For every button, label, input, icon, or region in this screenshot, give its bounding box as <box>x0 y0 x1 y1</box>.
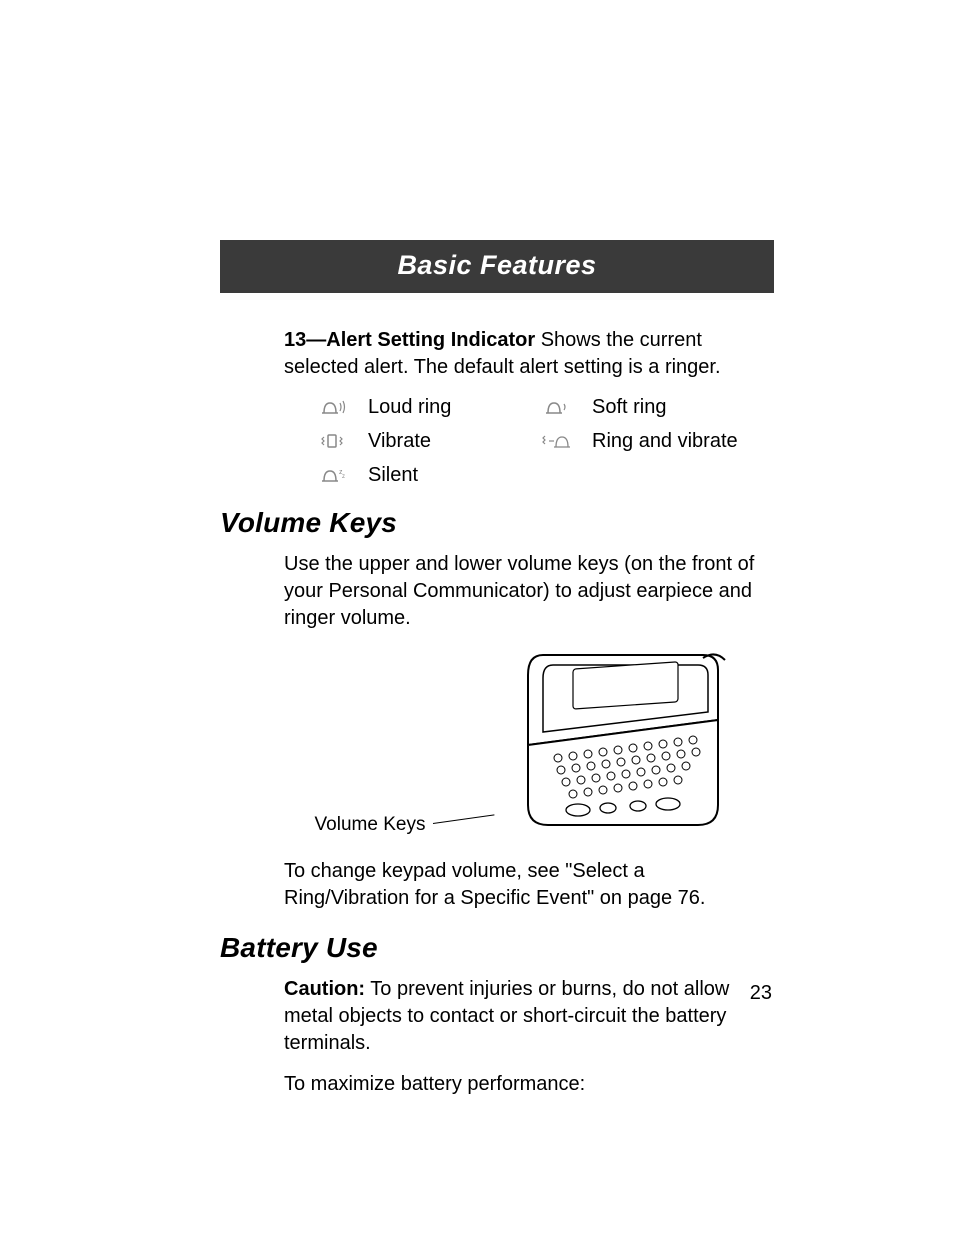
figure-caption-text: Volume Keys <box>315 814 426 836</box>
device-illustration-icon <box>503 650 733 840</box>
volume-keys-para: Use the upper and lower volume keys (on … <box>284 551 764 632</box>
volume-keys-para2: To change keypad volume, see "Select a R… <box>284 858 764 912</box>
page-number: 23 <box>750 982 772 1005</box>
battery-caution-para: Caution: To prevent injuries or burns, d… <box>284 976 764 1057</box>
caution-label: Caution: <box>284 978 365 1000</box>
device-figure: Volume Keys <box>284 650 764 840</box>
alert-icon-grid: Loud ring Soft ring Vibrate Ring and vib… <box>316 395 764 487</box>
alert-label: Soft ring <box>592 396 764 419</box>
silent-icon: zz <box>316 463 348 487</box>
alert-setting-para: 13—Alert Setting Indicator Shows the cur… <box>284 327 764 381</box>
alert-setting-label: 13—Alert Setting Indicator <box>284 329 535 351</box>
svg-text:z: z <box>342 474 345 480</box>
alert-setting-block: 13—Alert Setting Indicator Shows the cur… <box>284 327 764 487</box>
volume-keys-heading: Volume Keys <box>220 507 774 539</box>
bell-loud-icon <box>316 395 348 419</box>
alert-label: Vibrate <box>368 430 528 453</box>
section-banner: Basic Features <box>220 240 774 293</box>
empty-icon <box>540 463 572 487</box>
figure-caption: Volume Keys <box>315 814 496 840</box>
alert-label: Loud ring <box>368 396 528 419</box>
section-banner-title: Basic Features <box>397 250 596 280</box>
alert-label: Silent <box>368 464 528 487</box>
bell-soft-icon <box>540 395 572 419</box>
battery-para2: To maximize battery performance: <box>284 1071 764 1098</box>
alert-label: Ring and vibrate <box>592 430 764 453</box>
figure-leader-line <box>433 814 495 824</box>
ring-vibrate-icon <box>540 429 572 453</box>
vibrate-icon <box>316 429 348 453</box>
battery-use-heading: Battery Use <box>220 932 774 964</box>
